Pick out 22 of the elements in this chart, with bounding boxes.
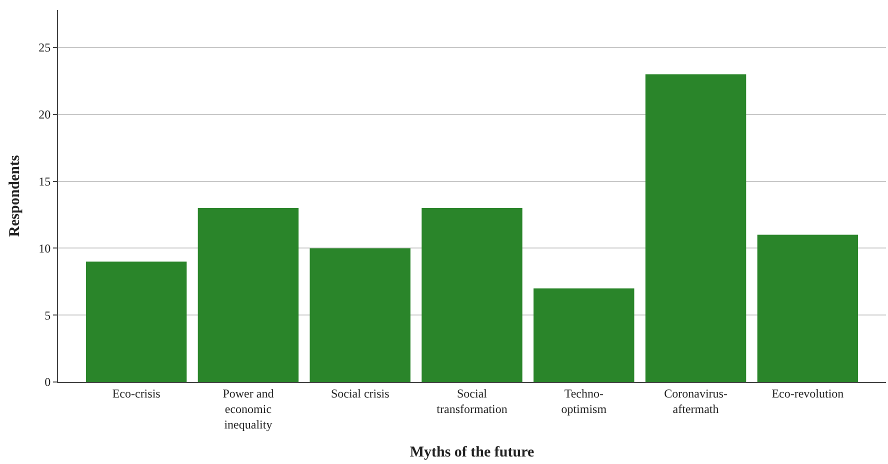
bar — [757, 234, 858, 382]
y-tick-label: 20 — [38, 108, 51, 122]
x-tick-label: Social crisis — [330, 386, 390, 400]
bar — [534, 288, 634, 382]
y-tick-label: 15 — [38, 174, 51, 188]
x-tick-label: Social transformation — [436, 386, 508, 416]
bar — [198, 208, 299, 382]
bar — [422, 208, 522, 382]
x-tick-label: Power and economic inequality — [222, 386, 274, 432]
bar — [86, 262, 187, 382]
x-axis-title: Myths of the future — [410, 444, 534, 461]
x-tick-label: Techno-optimism — [561, 386, 608, 416]
y-tick-label: 25 — [38, 40, 51, 55]
y-axis-title: Respondents — [6, 154, 23, 237]
bar — [310, 248, 410, 382]
y-tick-label: 10 — [38, 241, 51, 256]
y-tick-label: 5 — [44, 308, 51, 322]
bar — [645, 74, 746, 382]
y-tick-label: 0 — [44, 375, 51, 390]
x-tick-label: Coronavirus-aftermath — [664, 386, 728, 416]
x-tick-label: Eco-revolution — [772, 386, 844, 400]
x-tick-label: Eco-crisis — [112, 386, 161, 400]
